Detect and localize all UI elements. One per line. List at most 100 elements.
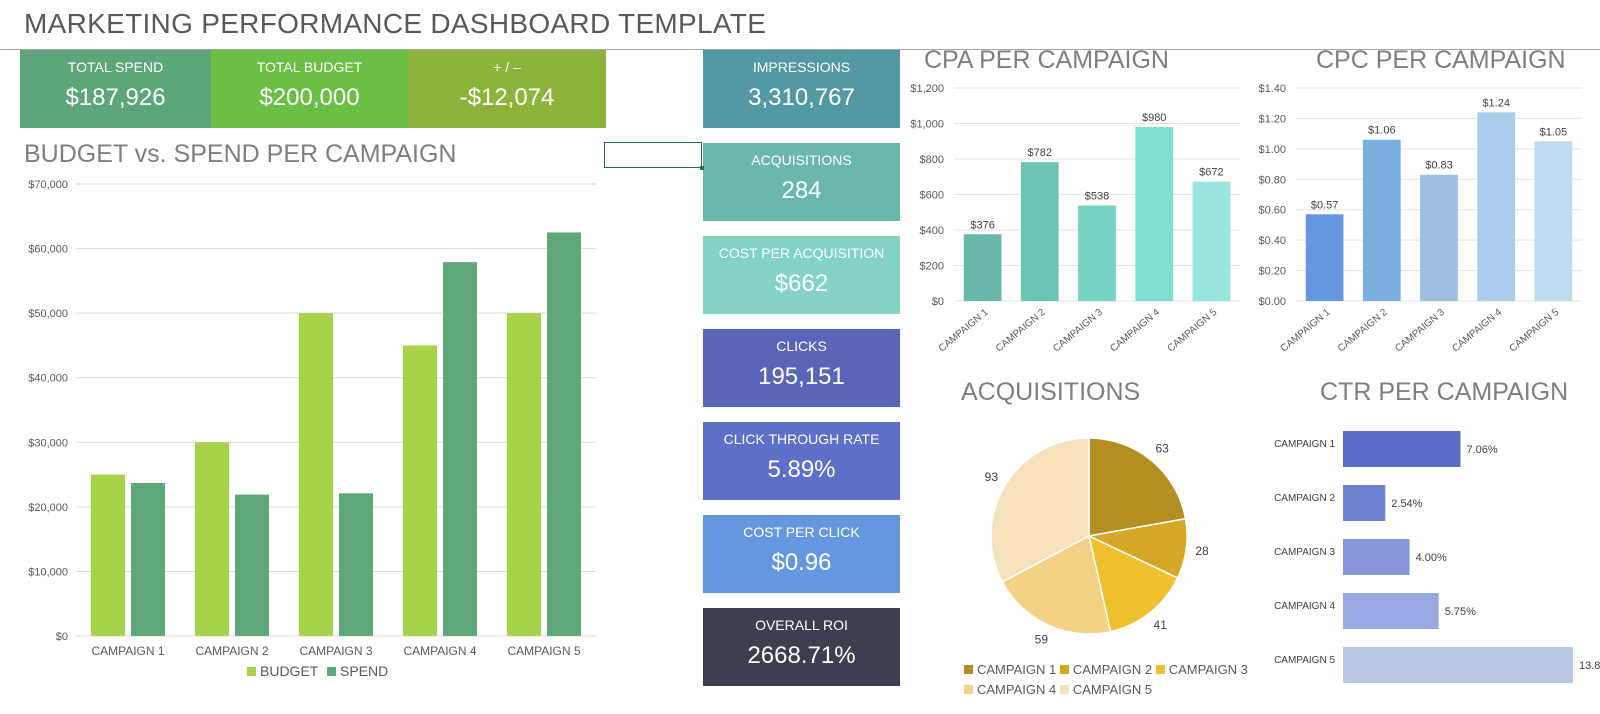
bar — [963, 234, 1002, 301]
acquisitions-pie-chart: 63 28 41 59 93 — [985, 437, 1209, 647]
bar — [1192, 181, 1231, 301]
bar-budget — [195, 442, 229, 636]
x-tick-label: CAMPAIGN 5 — [1166, 307, 1220, 355]
cpc-title: CPC PER CAMPAIGN — [1316, 46, 1566, 74]
y-tick-label: CAMPAIGN 3 — [1274, 547, 1335, 558]
selected-cell[interactable] — [604, 142, 704, 170]
bar — [1343, 647, 1574, 683]
data-label: 93 — [985, 470, 999, 484]
kpi-value: $662 — [774, 270, 829, 297]
kpi-value: 284 — [781, 177, 822, 204]
data-label: $376 — [970, 219, 994, 231]
y-tick-label: $0 — [932, 296, 944, 308]
x-tick-label: CAMPAIGN 1 — [1279, 307, 1333, 355]
legend-swatch — [1059, 685, 1069, 694]
y-tick-label: $0.80 — [1258, 174, 1286, 186]
budget-spend-title: BUDGET vs. SPEND PER CAMPAIGN — [24, 140, 457, 168]
y-tick-label: CAMPAIGN 4 — [1274, 601, 1335, 612]
bar-spend — [547, 232, 581, 636]
kpi-value: 3,310,767 — [748, 84, 855, 111]
data-label: $1.05 — [1540, 126, 1568, 138]
cpa-chart: $0 $200 $400 $600 $800 $1,000 $1,200 $376 CAMPAI… — [910, 83, 1240, 355]
data-label: 59 — [1035, 633, 1049, 647]
kpi-label: IMPRESSIONS — [752, 59, 851, 75]
y-tick-label: $400 — [920, 225, 944, 237]
x-tick-label: CAMPAIGN 5 — [1508, 307, 1562, 355]
kpi-value: 2668.71% — [747, 642, 856, 669]
bar — [1343, 431, 1461, 467]
bar — [1420, 174, 1458, 301]
y-tick-label: $70,000 — [28, 179, 68, 191]
legend-item-campaign-2: CAMPAIGN 2 — [1059, 662, 1152, 677]
kpi-label: COST PER CLICK — [743, 524, 860, 540]
y-tick-label: $0.40 — [1258, 235, 1286, 247]
x-tick-label: CAMPAIGN 2 — [195, 644, 268, 658]
pie-legend-row-1: CAMPAIGN 1 CAMPAIGN 2 CAMPAIGN 3 — [964, 662, 1248, 677]
y-tick-label: $20,000 — [28, 502, 68, 514]
bar-spend — [131, 482, 165, 636]
kpi-impressions: IMPRESSIONS 3,310,767 — [703, 50, 900, 128]
data-label: $0.83 — [1425, 160, 1453, 172]
y-tick-label: $800 — [920, 154, 944, 166]
kpi-value: $200,000 — [259, 84, 360, 111]
kpi-cost-per-acquisition: COST PER ACQUISITION $662 — [703, 236, 900, 314]
x-tick-label: CAMPAIGN 1 — [937, 307, 991, 355]
data-label: $538 — [1085, 191, 1109, 203]
y-tick-label: $30,000 — [28, 437, 68, 449]
bar — [1362, 139, 1401, 301]
x-tick-label: CAMPAIGN 4 — [1450, 307, 1504, 355]
bar — [1135, 127, 1174, 301]
kpi-label: TOTAL SPEND — [67, 59, 164, 75]
legend-label: SPEND — [340, 663, 388, 679]
x-tick-label: CAMPAIGN 3 — [1393, 307, 1447, 355]
kpi-label: CLICKS — [776, 338, 827, 354]
acquisitions-title: ACQUISITIONS — [961, 378, 1141, 406]
kpi-cost-per-click: COST PER CLICK $0.96 — [703, 515, 900, 593]
kpi-total-spend: TOTAL SPEND $187,926 — [20, 50, 211, 128]
title-divider — [0, 49, 1600, 50]
y-tick-label: $1.40 — [1258, 83, 1286, 95]
x-tick-label: CAMPAIGN 2 — [994, 307, 1048, 355]
y-tick-label: $0 — [56, 631, 68, 643]
kpi-label: OVERALL ROI — [755, 617, 848, 633]
data-label: 5.75% — [1445, 606, 1476, 618]
legend-swatch — [964, 685, 973, 694]
kpi-value: $187,926 — [65, 84, 166, 111]
data-label: $1.06 — [1368, 125, 1396, 137]
y-tick-label: $200 — [920, 261, 944, 273]
kpi-value: -$12,074 — [459, 84, 555, 111]
data-label: 63 — [1155, 442, 1169, 456]
kpi-label: TOTAL BUDGET — [256, 59, 363, 75]
legend-swatch — [1155, 665, 1165, 674]
x-tick-label: CAMPAIGN 3 — [299, 644, 372, 658]
x-tick-label: CAMPAIGN 3 — [1051, 307, 1105, 355]
fill-handle[interactable] — [700, 166, 704, 170]
data-label: $0.57 — [1311, 199, 1339, 211]
legend-item-campaign-5: CAMPAIGN 5 — [1059, 682, 1152, 697]
legend-label: CAMPAIGN 3 — [1168, 662, 1248, 677]
page-title: MARKETING PERFORMANCE DASHBOARD TEMPLATE — [24, 8, 767, 39]
data-label: 13.82% — [1579, 660, 1600, 672]
y-tick-label: $10,000 — [28, 566, 68, 578]
legend-item-campaign-3: CAMPAIGN 3 — [1155, 662, 1248, 677]
kpi-value: 5.89% — [767, 456, 836, 483]
y-tick-label: CAMPAIGN 1 — [1274, 439, 1335, 450]
legend-item-campaign-1: CAMPAIGN 1 — [964, 662, 1056, 677]
bar-spend — [235, 494, 269, 636]
cpa-title: CPA PER CAMPAIGN — [924, 46, 1169, 74]
x-tick-label: CAMPAIGN 1 — [91, 644, 164, 658]
y-tick-label: $0.60 — [1258, 205, 1286, 217]
y-tick-label: $60,000 — [28, 244, 68, 256]
kpi-plus-minus: + / – -$12,074 — [408, 50, 606, 128]
x-tick-label: CAMPAIGN 5 — [507, 644, 580, 658]
data-label: 28 — [1195, 544, 1209, 558]
pie-slice — [1001, 534, 1112, 635]
bar-budget — [299, 313, 333, 636]
legend-label: CAMPAIGN 4 — [977, 682, 1057, 697]
budget-spend-chart: $0 $10,000 $20,000 $30,000 $40,000 $50,000 $60… — [28, 179, 596, 679]
legend-label: BUDGET — [260, 663, 319, 679]
x-tick-label: CAMPAIGN 4 — [1108, 307, 1162, 355]
bar — [1343, 539, 1410, 575]
bar-spend — [443, 262, 477, 636]
legend-swatch — [247, 667, 256, 676]
